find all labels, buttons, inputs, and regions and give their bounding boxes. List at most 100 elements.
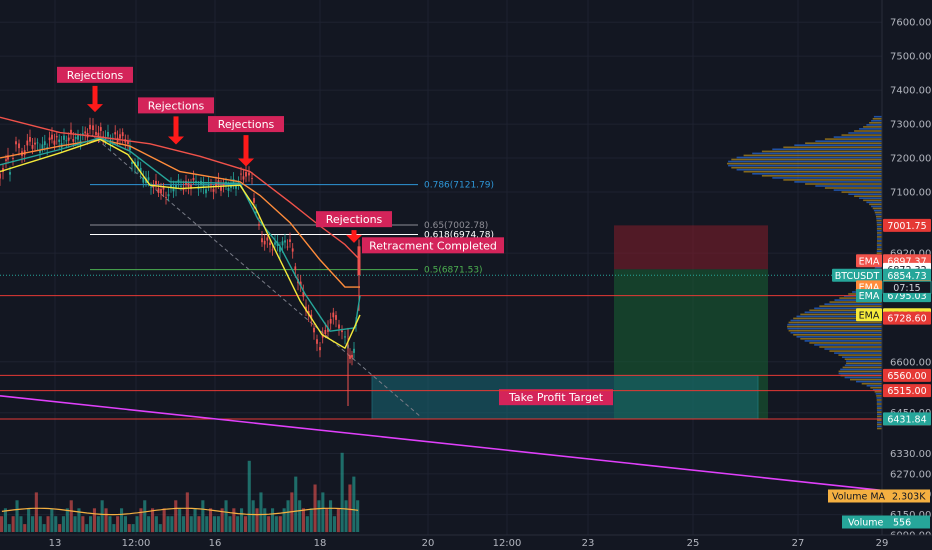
- volume-profile-bar: [876, 226, 882, 228]
- arrow-down-icon: [87, 85, 103, 113]
- annotation-label: Retracment Completed: [369, 239, 497, 252]
- candle-body: [222, 183, 225, 186]
- candle-body: [104, 137, 107, 141]
- price-tag-label: 6431.84: [887, 414, 926, 425]
- candle-body: [95, 131, 97, 135]
- candle-body: [5, 159, 7, 161]
- candle-body: [26, 140, 29, 146]
- candle-body: [39, 149, 41, 153]
- candle-body: [353, 348, 355, 353]
- candle-body: [281, 241, 284, 246]
- volume-value: 556: [893, 518, 911, 529]
- volume-bar: [294, 476, 298, 532]
- volume-profile-bar: [850, 378, 882, 381]
- volume-profile-bar: [863, 199, 882, 202]
- time-tick-label: 12:00: [122, 538, 151, 549]
- candle-body: [34, 142, 36, 145]
- stop-loss-zone[interactable]: [614, 225, 768, 270]
- take-profit-label-bg: [499, 389, 613, 406]
- candle-body: [255, 211, 257, 213]
- candle-body: [0, 173, 1, 179]
- volume-profile-bar: [872, 389, 882, 391]
- volume-profile-bar: [874, 391, 882, 393]
- volume-bar: [232, 508, 236, 533]
- candle-body: [338, 324, 340, 329]
- volume-bar: [81, 516, 85, 532]
- volume-ma-value: 2.303K: [892, 492, 926, 503]
- volume-bar: [259, 492, 263, 532]
- position-zones[interactable]: Take Profit Target: [371, 225, 768, 420]
- volume-profile-bar: [787, 325, 882, 328]
- candle-body: [63, 135, 65, 140]
- fibonacci-retracement[interactable]: 0.786(7121.79) 0.65(7002.78)0.618(6974.78…: [90, 181, 494, 276]
- time-axis[interactable]: 13 12:00 16 18 20 12:00 23 25 27 29: [0, 534, 932, 550]
- volume-bar: [352, 476, 356, 532]
- fib-level-label: 0.618(6974.78): [424, 231, 494, 241]
- candle-body: [70, 129, 72, 135]
- volume-profile-bar: [841, 134, 882, 136]
- horizontal-levels[interactable]: [0, 274, 882, 420]
- annotation-label-bg[interactable]: [316, 211, 392, 228]
- candle-body: [41, 144, 44, 150]
- candle-body: [29, 137, 31, 142]
- volume-profile-bar: [877, 419, 882, 422]
- candle-body: [36, 142, 39, 144]
- volume-bar: [158, 524, 162, 532]
- volume-profile-bar: [863, 126, 882, 128]
- volume-profile-bar: [877, 427, 882, 430]
- volume-bar: [123, 516, 127, 532]
- volume-bar: [104, 508, 108, 533]
- annotation-label-bg[interactable]: [208, 116, 284, 133]
- annotation-label: Rejections: [218, 118, 275, 131]
- annotation-label-bg[interactable]: [362, 237, 504, 254]
- price-tick-label: 6330.00: [890, 449, 931, 460]
- volume-bar: [243, 516, 247, 532]
- annotation-label-bg[interactable]: [57, 66, 133, 83]
- ema-line: [0, 116, 361, 261]
- candle-body: [225, 181, 227, 183]
- candle-body: [7, 155, 9, 160]
- price-tag-prefix-bg: [856, 289, 882, 303]
- candle-body: [157, 188, 160, 193]
- candle-body: [72, 139, 75, 142]
- volume-bar: [181, 516, 185, 532]
- volume-bar: [73, 516, 77, 532]
- arrow-down-icon: [238, 135, 254, 167]
- volume-bar: [0, 516, 4, 532]
- volume-profile-bar: [877, 413, 882, 415]
- volume-profile-bar: [794, 144, 882, 146]
- time-tick-label: 25: [687, 538, 700, 549]
- volume-profile-bar: [876, 407, 882, 409]
- annotations[interactable]: Rejections Rejections Rejections Rejections…: [57, 66, 504, 254]
- volume-profile-bar: [833, 136, 882, 138]
- volume-bar: [205, 516, 209, 532]
- volume-profile-bar: [804, 340, 882, 342]
- candle-body: [180, 185, 182, 187]
- candle-body: [12, 158, 14, 159]
- volume-bar: [336, 508, 340, 533]
- candle-body: [162, 186, 165, 190]
- volume-profile-bar: [736, 156, 882, 159]
- volume-bar: [34, 492, 38, 532]
- volume-profile-bar: [840, 368, 882, 371]
- volume-bar: [100, 500, 104, 532]
- volume-bar: [108, 516, 112, 532]
- volume-bar: [92, 508, 96, 533]
- candle-body: [99, 127, 102, 131]
- candle-body: [357, 246, 361, 276]
- volume-profile-bar: [743, 154, 882, 157]
- volume-profile-bar: [794, 181, 882, 183]
- volume-profile-bar: [815, 140, 882, 142]
- volume-profile-bar: [871, 205, 882, 208]
- volume-bar: [344, 500, 348, 532]
- volume-profile-bar: [876, 230, 882, 232]
- volume-profile-bar: [877, 415, 882, 418]
- volume-profile-bar: [731, 158, 882, 161]
- candle-body: [137, 161, 139, 167]
- volume-profile-bar: [815, 185, 882, 187]
- annotation-label-bg[interactable]: [138, 97, 214, 114]
- candle-body: [48, 137, 51, 141]
- candle-body: [177, 179, 180, 183]
- volume-profile-bar: [824, 303, 882, 305]
